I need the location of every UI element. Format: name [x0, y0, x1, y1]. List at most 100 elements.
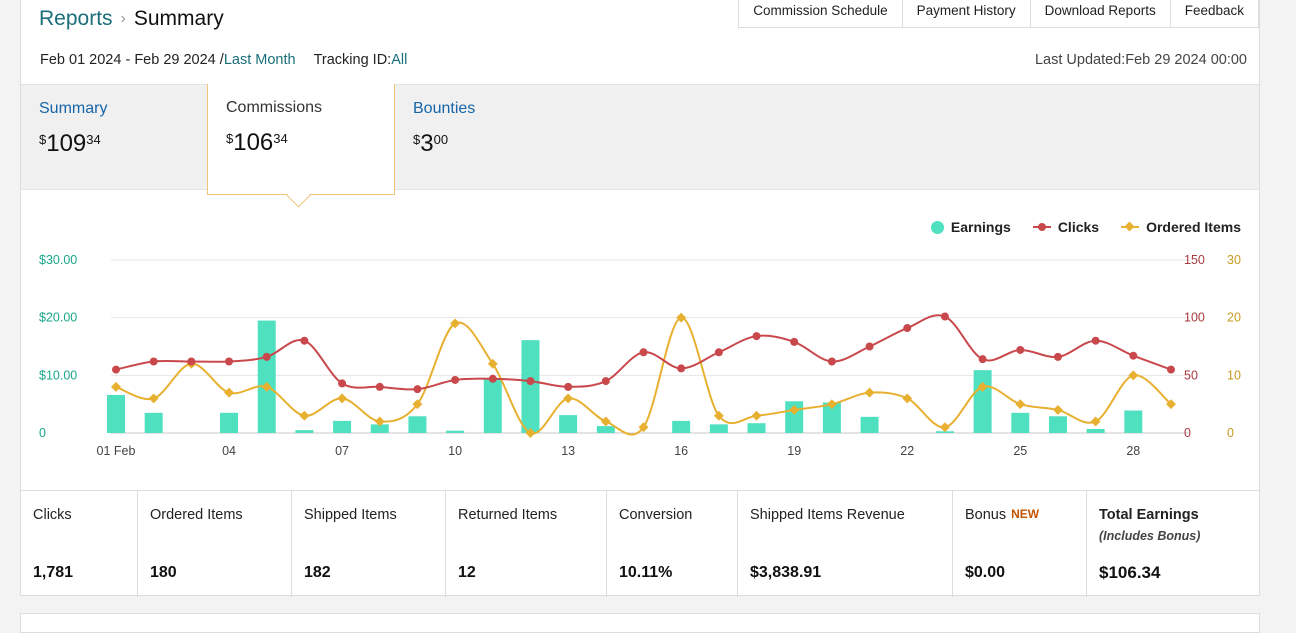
ordered-items-point [638, 422, 649, 433]
legend-ordered-items[interactable]: Ordered Items [1121, 219, 1241, 235]
stat-total-earnings-note: (Includes Bonus) [1099, 529, 1201, 543]
summary-tabs: Summary $10934 Commissions $10634 Bounti… [21, 84, 1259, 208]
legend-earnings[interactable]: Earnings [930, 219, 1011, 235]
payment-history-link[interactable]: Payment History [901, 0, 1031, 28]
ordered-items-point [412, 399, 423, 410]
clicks-point [262, 352, 271, 361]
tab-commissions[interactable]: Commissions $10634 [207, 84, 395, 208]
reports-panel: Reports › Summary Commission Schedule Pa… [20, 0, 1260, 597]
x-tick-label: 25 [1013, 444, 1027, 458]
y-left-tick-label: 0 [39, 426, 46, 440]
date-period-link[interactable]: Last Month [223, 52, 296, 68]
clicks-point [413, 385, 422, 394]
clicks-point [187, 357, 196, 366]
ordered-items-line-icon [1121, 221, 1140, 232]
ordered-items-point [148, 393, 159, 404]
x-tick-label: 22 [900, 444, 914, 458]
clicks-point [865, 342, 874, 351]
ordered-items-point [864, 387, 875, 398]
y-right-items-tick-label: 10 [1227, 368, 1241, 382]
tab-summary[interactable]: Summary $10934 [21, 85, 207, 189]
stat-conversion-label: Conversion [619, 507, 693, 523]
clicks-point [903, 324, 912, 333]
clicks-point [338, 379, 347, 388]
tab-bounties-label: Bounties [413, 100, 476, 117]
clicks-point [1016, 345, 1025, 354]
ordered-items-point [977, 381, 988, 392]
ordered-items-point [1053, 404, 1063, 415]
ordered-items-point [224, 387, 234, 398]
breadcrumb: Reports › Summary [39, 7, 224, 31]
ordered-items-point [487, 358, 498, 369]
clicks-point [451, 375, 460, 384]
active-tab-pointer [286, 183, 311, 208]
earnings-bar [144, 412, 163, 433]
earnings-bar [860, 416, 879, 433]
earnings-bar [1086, 428, 1105, 433]
x-tick-label: 07 [335, 444, 349, 458]
earnings-bar [1011, 412, 1030, 433]
ordered-items-point [1166, 399, 1176, 410]
clicks-point [526, 377, 535, 386]
chevron-right-icon: › [120, 10, 126, 27]
ordered-items-point [299, 410, 310, 421]
clicks-point [714, 348, 723, 357]
legend-clicks[interactable]: Clicks [1032, 219, 1099, 235]
ordered-items-point [374, 416, 385, 427]
ordered-items-point [600, 416, 611, 427]
clicks-point [1129, 351, 1138, 360]
page-title: Summary [133, 7, 224, 30]
ordered-items-point [713, 410, 724, 421]
tab-bounties[interactable]: Bounties $300 [395, 85, 581, 189]
earnings-chart: 0 0 0 $10.00 50 10 $20.00 100 20 $30.00 150 30 01 Fe… [39, 253, 1241, 458]
earnings-bar [370, 424, 389, 433]
x-tick-label: 10 [448, 444, 462, 458]
ordered-items-point [261, 381, 272, 392]
y-right-clicks-tick-label: 50 [1184, 368, 1198, 382]
earnings-bar [1124, 410, 1143, 433]
date-range: Feb 01 2024 - Feb 29 2024 / [40, 52, 224, 68]
stat-shipped-items-value: 182 [304, 564, 331, 581]
tab-summary-amount: $10934 [39, 130, 101, 158]
tab-summary-label: Summary [39, 100, 108, 117]
amount-whole: 106 [233, 129, 274, 156]
clicks-point [375, 382, 384, 391]
tracking-id-link[interactable]: All [391, 52, 408, 68]
stat-total-earnings: Total Earnings (Includes Bonus) $106.34 [1087, 491, 1259, 597]
tab-bounties-amount: $300 [413, 130, 448, 158]
ordered-items-point [111, 381, 121, 392]
y-right-clicks-tick-label: 0 [1184, 426, 1191, 440]
tab-commissions-amount: $10634 [226, 129, 288, 157]
stat-bonus-label: Bonus NEW [965, 507, 1039, 523]
y-left-tick-label: $20.00 [39, 311, 77, 325]
clicks-point [149, 357, 158, 366]
earnings-bar [220, 412, 239, 433]
amount-cents: 00 [433, 132, 449, 147]
stat-conversion-value: 10.11% [619, 564, 673, 581]
stat-returned-items: Returned Items 12 [446, 491, 607, 597]
clicks-point [112, 365, 120, 374]
ordered-items-point [939, 422, 950, 433]
stat-returned-items-value: 12 [458, 564, 476, 581]
stat-total-earnings-value: $106.34 [1099, 563, 1161, 582]
amount-whole: 109 [46, 130, 87, 157]
breadcrumb-reports-link[interactable]: Reports [39, 7, 113, 30]
x-tick-label: 28 [1126, 444, 1140, 458]
feedback-link[interactable]: Feedback [1169, 0, 1259, 28]
y-right-items-tick-label: 30 [1227, 253, 1241, 267]
earnings-bar [822, 402, 841, 433]
stat-bonus-text: Bonus [965, 507, 1007, 523]
y-right-items-tick-label: 0 [1227, 426, 1234, 440]
y-left-tick-label: $30.00 [39, 253, 77, 267]
ordered-items-point [1015, 399, 1026, 410]
stat-ordered-items-label: Ordered Items [150, 507, 243, 523]
ordered-items-point [563, 393, 574, 404]
stat-bonus-value: $0.00 [965, 564, 1006, 581]
earnings-bar [408, 416, 427, 433]
currency-symbol: $ [39, 132, 47, 147]
download-reports-link[interactable]: Download Reports [1029, 0, 1171, 28]
earnings-bar [672, 420, 691, 433]
commission-schedule-link[interactable]: Commission Schedule [738, 0, 903, 28]
clicks-point [677, 364, 686, 373]
ordered-items-point [826, 399, 837, 410]
